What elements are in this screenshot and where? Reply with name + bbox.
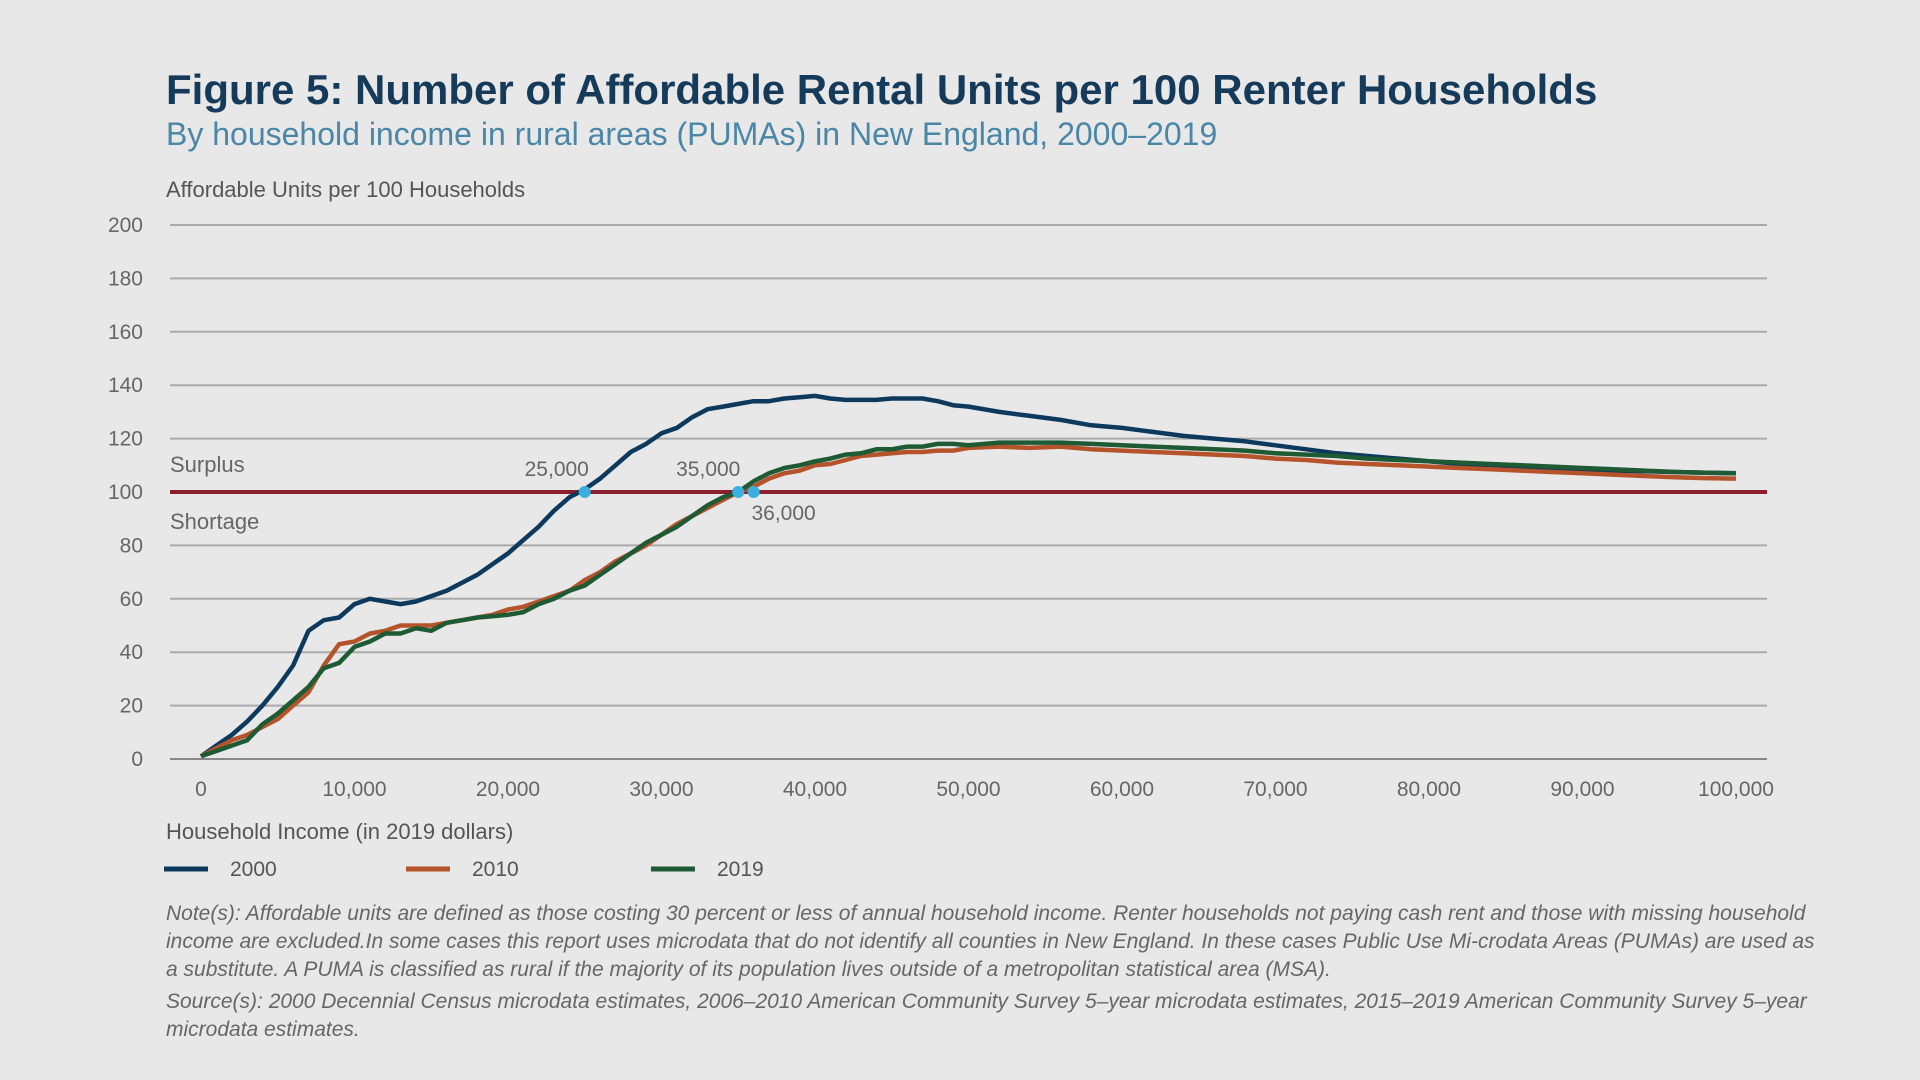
x-tick-label: 70,000 [1243, 778, 1307, 801]
series-line-2010 [199, 444, 1737, 759]
legend-label: 2010 [472, 858, 519, 881]
y-axis-label: Affordable Units per 100 Households [166, 177, 525, 202]
x-axis-label: Household Income (in 2019 dollars) [166, 819, 513, 844]
x-tick-label: 40,000 [783, 778, 847, 801]
series-lines [199, 393, 1737, 759]
x-tick-labels: 0 10,000 20,000 30,000 40,000 50,000 60,000 70,… [195, 778, 1774, 801]
crossing-marker-2000 [578, 486, 591, 498]
annotations: 25,000 35,000 36,000 [525, 458, 816, 525]
chart-subtitle: By household income in rural areas (PUMA… [166, 116, 1218, 152]
y-tick-label: 160 [108, 321, 143, 344]
x-tick-label: 100,000 [1698, 778, 1774, 801]
surplus-label: Surplus [170, 452, 245, 477]
legend-label: 2000 [230, 858, 277, 881]
x-tick-label: 90,000 [1550, 778, 1614, 801]
y-tick-label: 40 [120, 641, 143, 664]
notes-text: Note(s): Affordable units are defined as… [166, 902, 1815, 981]
x-tick-label: 20,000 [476, 778, 540, 801]
crossing-marker-2010 [732, 486, 745, 498]
x-tick-label: 30,000 [629, 778, 693, 801]
crossing-marker-2019 [747, 486, 760, 498]
series-line-2019 [200, 440, 1737, 759]
notes-section: Note(s): Affordable units are defined as… [166, 900, 1826, 1048]
y-tick-label: 180 [108, 267, 143, 290]
y-tick-label: 20 [120, 695, 143, 718]
gridlines [170, 224, 1767, 760]
x-tick-label: 0 [195, 778, 207, 801]
y-tick-label: 80 [120, 534, 143, 557]
legend: 2000 2010 2019 [164, 858, 764, 881]
y-tick-label: 200 [108, 214, 143, 237]
y-tick-label: 140 [108, 374, 143, 397]
annotation-label: 36,000 [751, 502, 815, 525]
annotation-label: 35,000 [676, 458, 740, 481]
y-tick-label: 100 [108, 481, 143, 504]
y-tick-label: 120 [108, 428, 143, 451]
source-text: Source(s): 2000 Decennial Census microda… [166, 990, 1807, 1041]
x-tick-label: 60,000 [1090, 778, 1154, 801]
x-tick-label: 10,000 [322, 778, 386, 801]
x-tick-label: 50,000 [936, 778, 1000, 801]
y-tick-label: 0 [131, 748, 143, 771]
shortage-label: Shortage [170, 509, 259, 534]
y-tick-labels: 0 20 40 60 80 100 120 140 160 180 200 [108, 214, 143, 771]
y-tick-label: 60 [120, 588, 143, 611]
annotation-label: 25,000 [525, 458, 589, 481]
x-tick-label: 80,000 [1397, 778, 1461, 801]
legend-label: 2019 [717, 858, 764, 881]
chart-title: Figure 5: Number of Affordable Rental Un… [166, 66, 1598, 113]
series-line-2000 [199, 393, 1737, 759]
